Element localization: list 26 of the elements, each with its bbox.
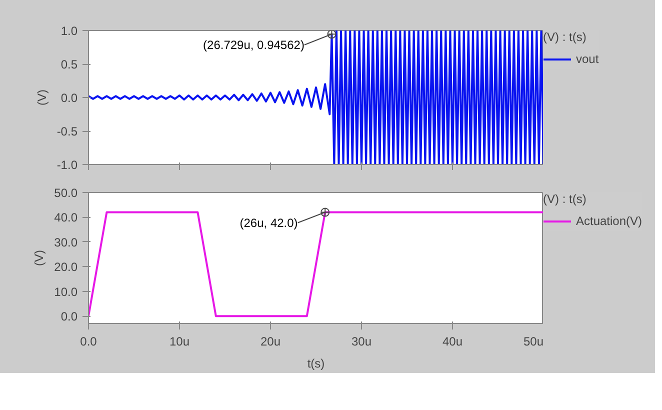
y-tick-label: 30.0 [54, 235, 78, 250]
y-tick-label: -0.5 [56, 124, 78, 138]
y-tick-label: 1.0 [60, 24, 78, 38]
y-tick-label: 10.0 [54, 284, 78, 299]
y-tick-label: 0.0 [60, 310, 78, 324]
x-tick-label: 20u [260, 334, 281, 348]
legend-label: vout [576, 52, 599, 66]
x-tick-label: 30u [351, 334, 372, 348]
y-tick-label: 50.0 [54, 186, 78, 200]
y-axis-title: (V) [34, 90, 49, 106]
annotation: (26u, 42.0) [240, 216, 298, 230]
x-tick-label: 40u [442, 334, 463, 348]
x-axis-title: t(s) [307, 356, 325, 370]
y-tick-label: 20.0 [54, 260, 78, 274]
legend-label: Actuation(V) [576, 214, 642, 228]
y-tick-label: 40.0 [54, 210, 78, 225]
legend-title: (V) : t(s) [543, 30, 588, 44]
annotation: (26.729u, 0.94562) [203, 38, 304, 52]
y-tick-label: -1.0 [56, 158, 78, 172]
x-tick-label: 10u [169, 334, 190, 348]
legend-title: (V) : t(s) [543, 192, 588, 206]
x-tick-label: 0.0 [80, 334, 98, 348]
x-tick-label: 50u [523, 334, 544, 348]
y-tick-label: 0.5 [60, 58, 78, 72]
y-tick-label: 0.0 [60, 91, 78, 105]
y-axis-title: (V) [32, 250, 46, 266]
